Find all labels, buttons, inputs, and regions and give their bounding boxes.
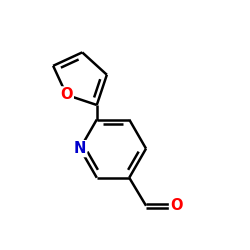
Text: N: N	[74, 141, 86, 156]
Text: O: O	[170, 198, 182, 213]
Text: O: O	[60, 88, 73, 102]
